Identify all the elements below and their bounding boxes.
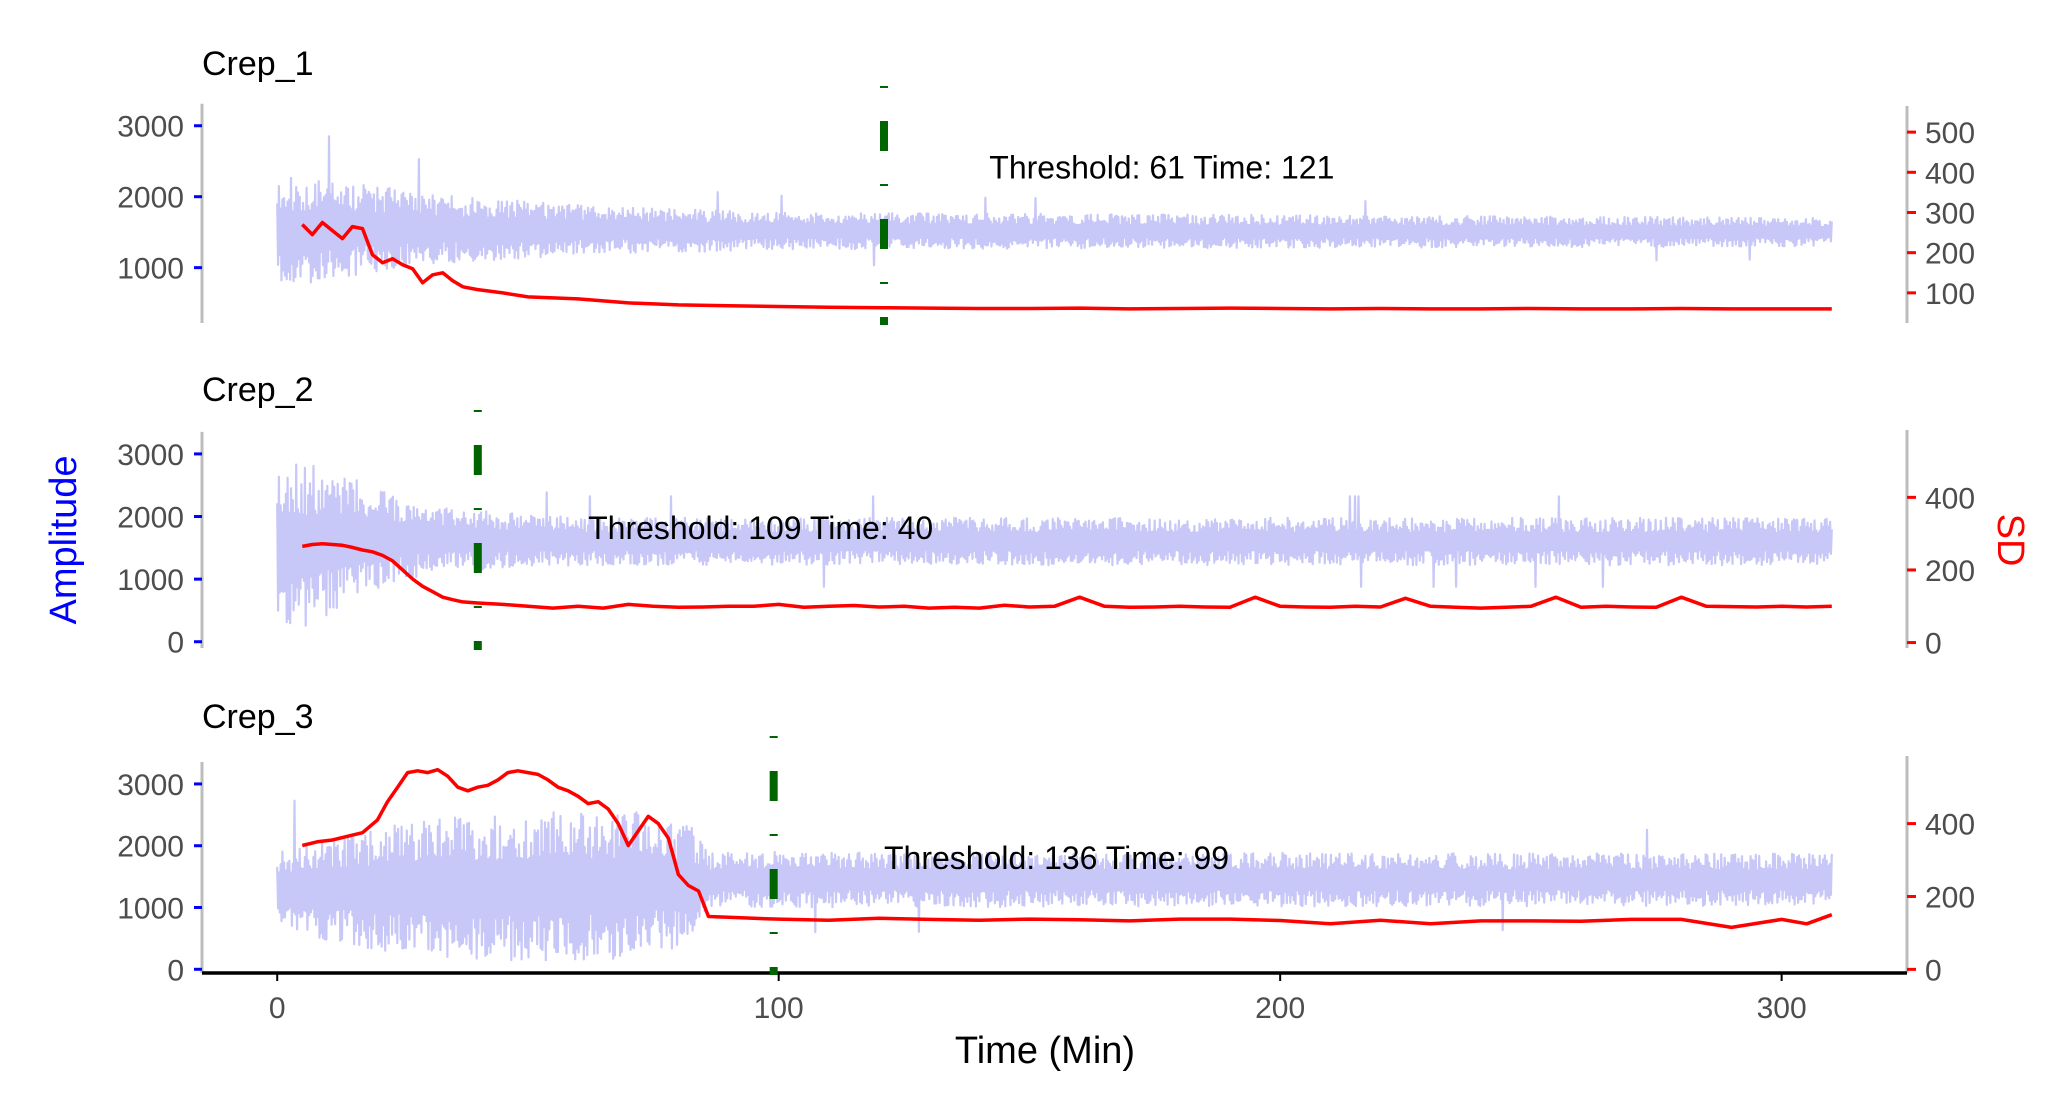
panel-title-1: Crep_1 <box>202 45 314 83</box>
left-tick-label-3-2000: 2000 <box>117 831 184 864</box>
text-layer: Crep_1100020003000100200300400500Thresho… <box>117 45 1975 1025</box>
right-tick-label-1-100: 100 <box>1925 278 1975 311</box>
x-tick-label-200: 200 <box>1255 992 1305 1025</box>
left-tick-label-1-2000: 2000 <box>117 182 184 215</box>
right-tick-label-2-200: 200 <box>1925 555 1975 588</box>
sd-layer <box>301 220 1833 930</box>
x-tick-label-100: 100 <box>754 992 804 1025</box>
right-tick-label-3-400: 400 <box>1925 809 1975 842</box>
left-tick-label-3-0: 0 <box>167 954 184 987</box>
threshold-annotation-3: Threshold: 136 Time: 99 <box>884 840 1229 876</box>
left-tick-label-1-3000: 3000 <box>117 111 184 144</box>
amplitude-line-2 <box>276 463 1833 627</box>
left-axis-title: Amplitude <box>43 456 85 625</box>
panel-title-2: Crep_2 <box>202 371 314 409</box>
left-tick-label-3-3000: 3000 <box>117 769 184 802</box>
right-tick-label-2-0: 0 <box>1925 628 1942 661</box>
right-tick-label-1-500: 500 <box>1925 117 1975 150</box>
x-tick-label-300: 300 <box>1757 992 1807 1025</box>
right-tick-label-3-200: 200 <box>1925 881 1975 914</box>
axes-layer <box>194 103 1916 981</box>
threshold-annotation-1: Threshold: 61 Time: 121 <box>989 150 1334 186</box>
right-tick-label-2-400: 400 <box>1925 482 1975 515</box>
threshold-annotation-2: Threshold: 109 Time: 40 <box>588 510 933 546</box>
amplitude-line-1 <box>276 135 1833 284</box>
right-tick-label-3-0: 0 <box>1925 954 1942 987</box>
right-axis-title: SD <box>1989 514 2031 567</box>
left-tick-label-2-3000: 3000 <box>117 439 184 472</box>
left-tick-label-2-2000: 2000 <box>117 502 184 535</box>
threshold-layer <box>473 86 888 975</box>
x-tick-label-0: 0 <box>269 992 286 1025</box>
left-tick-label-3-1000: 1000 <box>117 893 184 926</box>
left-tick-label-2-1000: 1000 <box>117 564 184 597</box>
sd-line-3 <box>301 767 1833 930</box>
right-tick-label-1-200: 200 <box>1925 238 1975 271</box>
x-axis-title: Time (Min) <box>955 1030 1135 1072</box>
amplitude-layer <box>276 135 1833 962</box>
right-tick-label-1-300: 300 <box>1925 197 1975 230</box>
amplitude-line-3 <box>276 799 1833 962</box>
right-tick-label-1-400: 400 <box>1925 157 1975 190</box>
panel-title-3: Crep_3 <box>202 698 314 736</box>
sd-line-2 <box>301 542 1832 610</box>
left-tick-label-1-1000: 1000 <box>117 253 184 286</box>
sd-line-1 <box>301 220 1832 311</box>
left-tick-label-2-0: 0 <box>167 627 184 660</box>
